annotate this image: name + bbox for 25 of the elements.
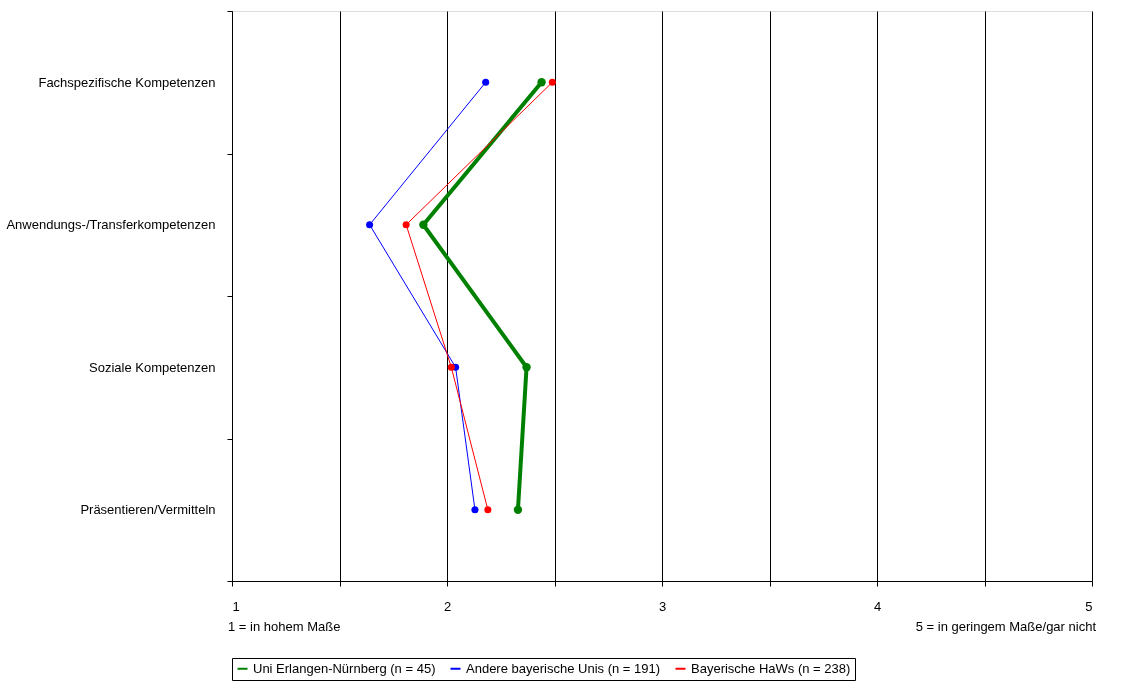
point [537,78,546,87]
x-tick-label: 4 [873,598,882,614]
point [482,78,490,86]
legend-label: Andere bayerische Unis (n = 191) [466,660,661,676]
x-tick-label: 5 [1085,598,1093,614]
y-tick-label: Anwendungs-/Transferkompetenzen [6,217,216,233]
point [447,363,455,371]
text: 1 = in hohem Maße [228,619,341,634]
point [366,221,374,229]
y-tick-label: Fachspezifische Kompetenzen [38,74,216,90]
legend-label: Uni Erlangen-Nürnberg (n = 45) [253,660,436,676]
y-tick-label: Präsentieren/Vermitteln [80,502,216,518]
text: 5 = in geringem Maße/gar nicht [915,619,1097,634]
point [548,78,556,86]
point [402,221,410,229]
y-tick-label: Soziale Kompetenzen [89,359,216,375]
x-tick-label: 2 [443,598,452,614]
point [471,506,479,514]
point [484,506,492,514]
point [419,220,428,229]
point [522,363,531,372]
x-tick-label: 3 [658,598,667,614]
x-tick-label: 1 [232,598,240,614]
legend-label: Bayerische HaWs (n = 238) [691,660,851,676]
point [513,505,523,514]
